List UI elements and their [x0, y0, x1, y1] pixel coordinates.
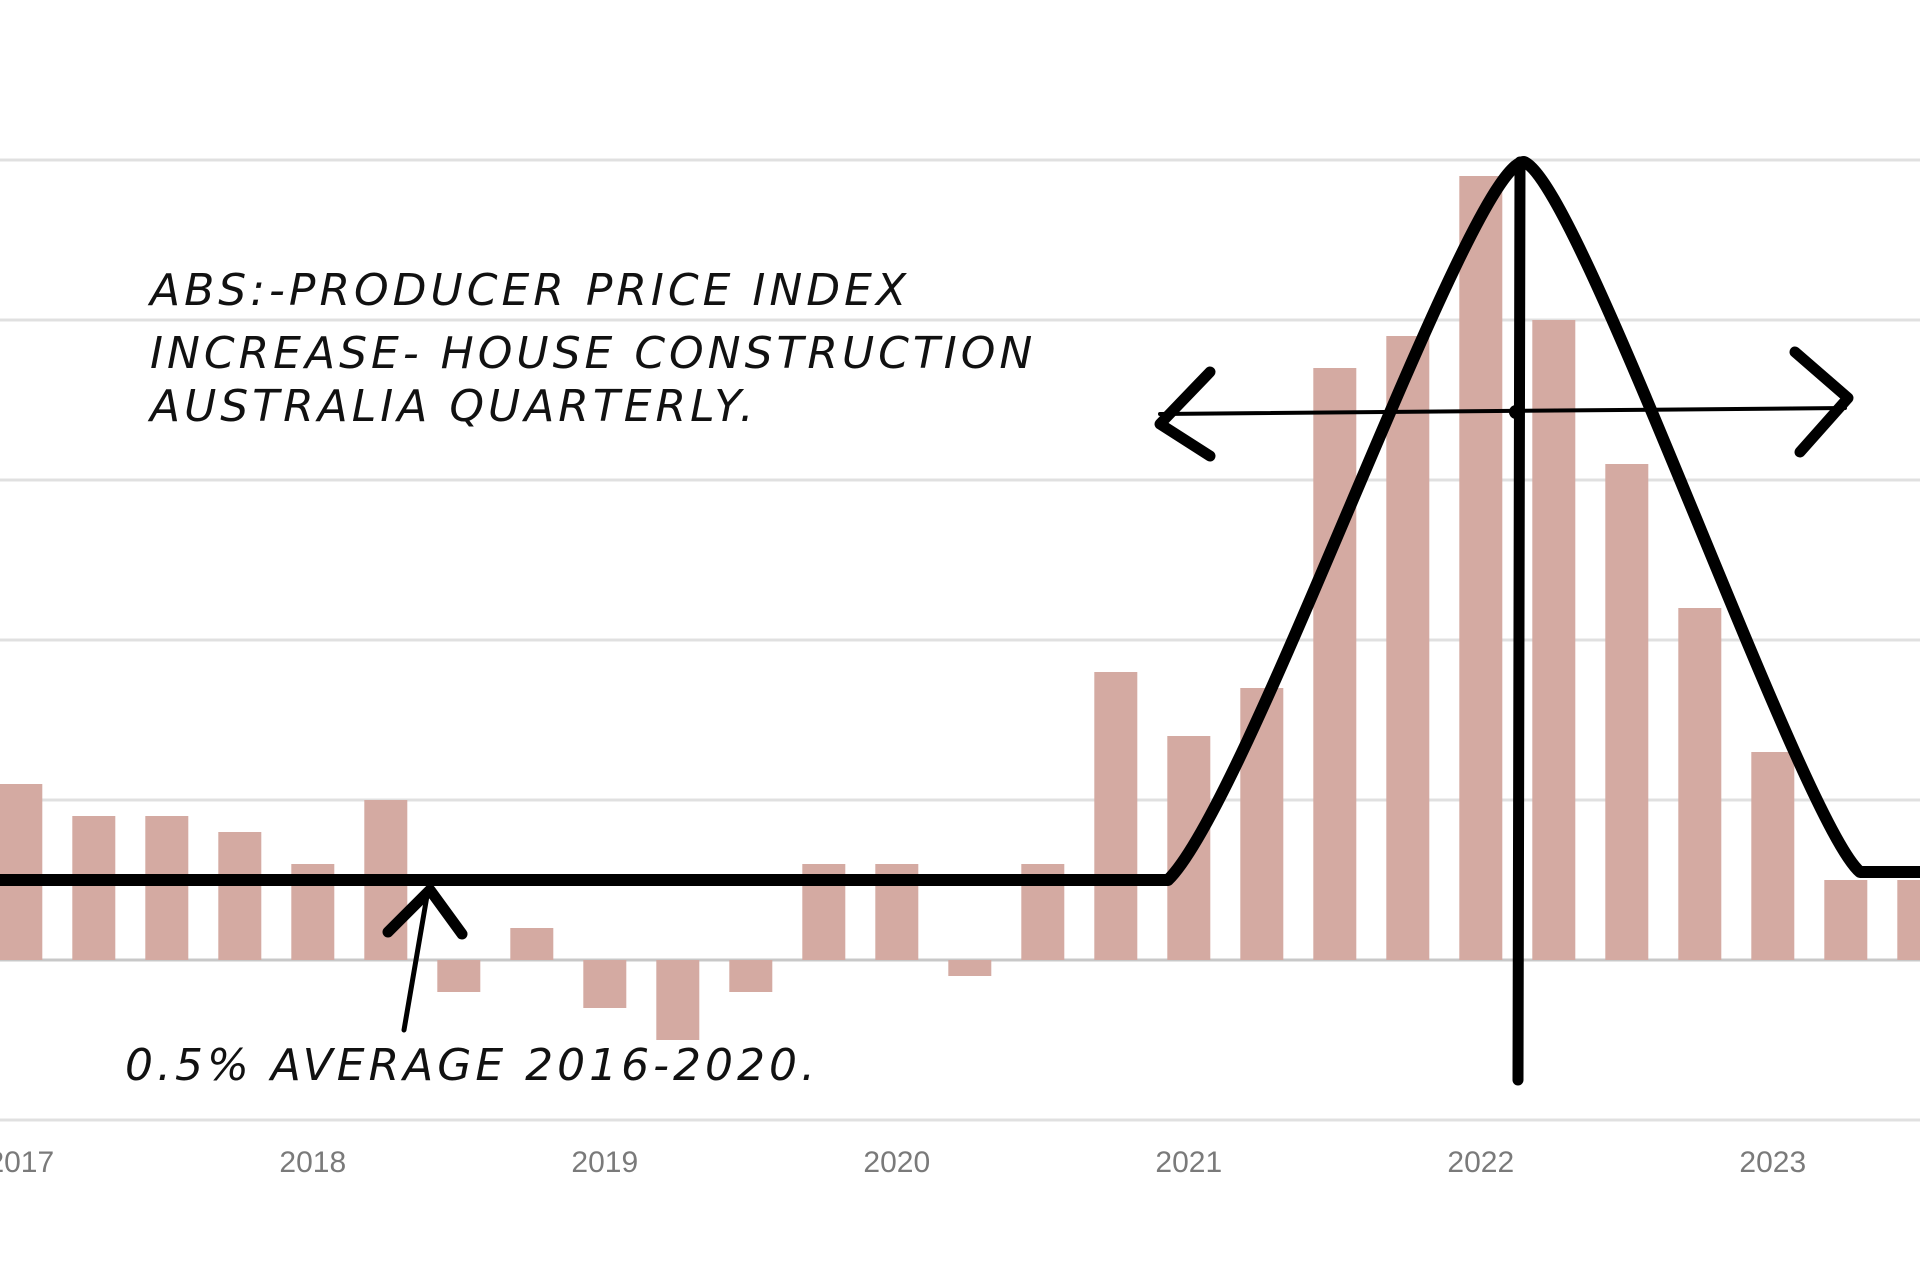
bar [1605, 464, 1649, 960]
annotation-text: AUSTRALIA QUARTERLY. [147, 381, 758, 432]
range-arrow [1158, 406, 1847, 416]
x-tick-label: 2023 [1739, 1146, 1806, 1179]
bar [1386, 336, 1430, 960]
bar [1824, 880, 1868, 960]
bar [1678, 608, 1722, 960]
annotation-text: INCREASE- HOUSE CONSTRUCTION [150, 328, 1036, 379]
bars [0, 176, 1920, 1040]
bar [583, 960, 627, 1008]
bar [510, 928, 554, 960]
bar [729, 960, 773, 992]
arrow-head [382, 884, 468, 940]
bar [72, 816, 116, 960]
bar [1897, 880, 1920, 960]
annotation-text: ABS:-PRODUCER PRICE INDEX [147, 265, 910, 316]
bar [1313, 368, 1357, 960]
x-tick-label: 2019 [571, 1146, 638, 1179]
peak-line [1512, 156, 1526, 1086]
bar [1532, 320, 1576, 960]
bar [437, 960, 481, 992]
bar [656, 960, 700, 1040]
annotations [0, 156, 1920, 1086]
arrow-center [1509, 405, 1523, 419]
arrow-head [1789, 346, 1854, 458]
x-tick-label: 2022 [1447, 1146, 1514, 1179]
bar [1751, 752, 1795, 960]
x-tick-label: 2021 [1155, 1146, 1222, 1179]
x-tick-label: 2020 [863, 1146, 930, 1179]
bar [1094, 672, 1138, 960]
x-tick-label: 2017 [0, 1146, 54, 1179]
bar [218, 832, 262, 960]
x-tick-label: 2018 [279, 1146, 346, 1179]
annotation-text: 0.5% AVERAGE 2016-2020. [125, 1040, 819, 1091]
bar [948, 960, 992, 976]
bar [145, 816, 189, 960]
arrow-head [1154, 366, 1216, 462]
average-arrow [401, 887, 431, 1033]
bar [0, 784, 43, 960]
bar [1459, 176, 1503, 960]
